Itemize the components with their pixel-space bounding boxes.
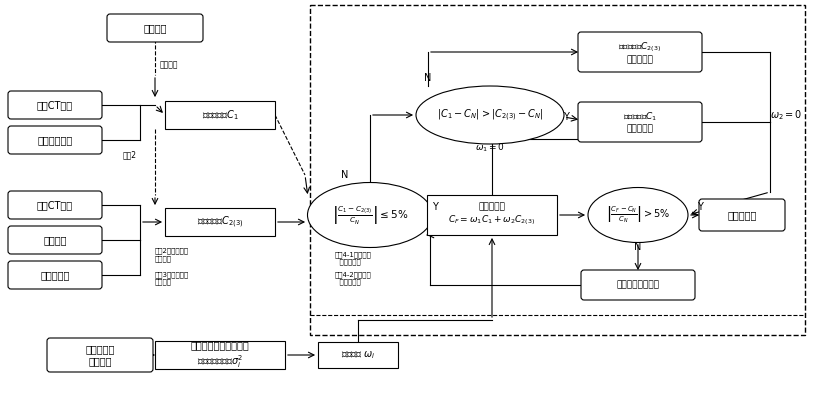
Ellipse shape <box>588 187 688 243</box>
Text: 最终电容值
$C_F=\omega_1C_1+\omega_2C_{2(3)}$: 最终电容值 $C_F=\omega_1C_1+\omega_2C_{2(3)}$ <box>449 203 536 227</box>
Text: 测量CT电流: 测量CT电流 <box>37 200 73 210</box>
FancyBboxPatch shape <box>8 91 102 119</box>
Text: 闭锁计算: 闭锁计算 <box>160 60 179 69</box>
Text: $\omega_2=0$: $\omega_2=0$ <box>770 108 802 122</box>
Bar <box>165 101 275 129</box>
Text: 算法2: 算法2 <box>123 150 137 160</box>
Text: 算法3（中性点电
压未知）: 算法3（中性点电 压未知） <box>155 271 189 285</box>
Text: 权值系数 $\omega_i$: 权值系数 $\omega_i$ <box>341 349 376 361</box>
Bar <box>318 342 398 368</box>
Ellipse shape <box>416 86 564 144</box>
Text: 算法4-1（中性点
  电压已知）: 算法4-1（中性点 电压已知） <box>335 251 372 265</box>
FancyBboxPatch shape <box>581 270 695 300</box>
Text: 电容器告警: 电容器告警 <box>728 210 757 220</box>
Text: Y: Y <box>697 202 703 212</box>
Bar <box>165 208 275 236</box>
FancyBboxPatch shape <box>699 199 785 231</box>
FancyBboxPatch shape <box>578 102 702 142</box>
Text: N: N <box>634 242 641 252</box>
Text: 算法2（中性点电
压已知）: 算法2（中性点电 压已知） <box>155 248 189 262</box>
Text: 母线电压: 母线电压 <box>43 235 67 245</box>
Text: $\left|\frac{C_F-C_N}{C_N}\right|>5\%$: $\left|\frac{C_F-C_N}{C_N}\right|>5\%$ <box>606 204 670 225</box>
Text: 算法4-2（中性点
  电压未知）: 算法4-2（中性点 电压未知） <box>335 271 372 285</box>
FancyBboxPatch shape <box>8 261 102 289</box>
FancyBboxPatch shape <box>8 226 102 254</box>
Text: N: N <box>341 170 349 180</box>
Text: N: N <box>424 73 432 83</box>
Bar <box>310 5 805 335</box>
FancyBboxPatch shape <box>578 32 702 72</box>
Text: 电容计算值$C_1$
传感器故障: 电容计算值$C_1$ 传感器故障 <box>623 110 657 133</box>
Text: 电容计算值$C_1$: 电容计算值$C_1$ <box>202 108 238 122</box>
Bar <box>155 341 285 369</box>
FancyBboxPatch shape <box>47 338 153 372</box>
Text: 等待下一周期计算: 等待下一周期计算 <box>616 281 659 289</box>
Text: 电容计算值$C_{2(3)}$
传感器故障: 电容计算值$C_{2(3)}$ 传感器故障 <box>619 40 662 64</box>
Text: 电容计算值$C_{2(3)}$: 电容计算值$C_{2(3)}$ <box>197 214 243 230</box>
Text: $\omega_1=0$: $\omega_1=0$ <box>475 142 505 154</box>
Bar <box>427 195 557 235</box>
Text: 先验知识或
仿真数据: 先验知识或 仿真数据 <box>85 344 115 366</box>
Text: 中性点电压: 中性点电压 <box>41 270 70 280</box>
Text: 开关分位: 开关分位 <box>143 23 167 33</box>
FancyBboxPatch shape <box>8 191 102 219</box>
Text: Y: Y <box>563 112 569 122</box>
FancyBboxPatch shape <box>8 126 102 154</box>
Text: $\left|\frac{C_1-C_{2(3)}}{C_N}\right|\leq5\%$: $\left|\frac{C_1-C_{2(3)}}{C_N}\right|\l… <box>332 204 408 226</box>
Ellipse shape <box>307 183 433 247</box>
Text: Y: Y <box>432 202 438 212</box>
Text: 保护CT电流: 保护CT电流 <box>37 100 73 110</box>
Text: 各算法各数据源计算电
容值的均方误差$\sigma_i^2$: 各算法各数据源计算电 容值的均方误差$\sigma_i^2$ <box>190 340 250 370</box>
FancyBboxPatch shape <box>107 14 203 42</box>
Text: $|C_1-C_N|>|C_{2(3)}-C_N|$: $|C_1-C_N|>|C_{2(3)}-C_N|$ <box>437 107 543 123</box>
Text: 放电线圈电压: 放电线圈电压 <box>37 135 72 145</box>
